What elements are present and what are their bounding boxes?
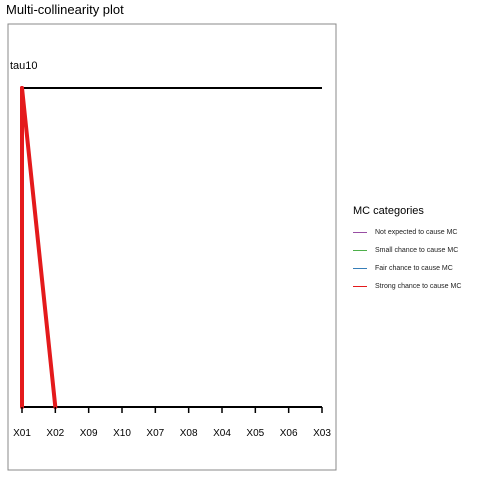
- x-tick-label-x04: X04: [213, 428, 231, 439]
- legend-swatch: [353, 285, 367, 287]
- legend-item: Strong chance to cause MC: [353, 277, 480, 295]
- legend-item: Not expected to cause MC: [353, 223, 480, 241]
- plot-panel: [7, 23, 337, 471]
- x-tick-label-x03: X03: [313, 428, 331, 439]
- x-tick-label-x05: X05: [246, 428, 264, 439]
- x-tick-label-x02: X02: [46, 428, 64, 439]
- legend-label: Small chance to cause MC: [375, 246, 459, 254]
- x-tick-label-x01: X01: [13, 428, 31, 439]
- legend: MC categories Not expected to cause MC Sm…: [353, 205, 480, 295]
- legend-label: Strong chance to cause MC: [375, 282, 462, 290]
- x-tick-label-x07: X07: [146, 428, 164, 439]
- x-tick-label-x09: X09: [80, 428, 98, 439]
- legend-swatch: [353, 231, 367, 233]
- top-axis-label: tau10: [10, 60, 38, 72]
- x-axis-tick-labels: X01 X02 X09 X10 X07 X08 X04 X05 X06 X03: [13, 428, 331, 439]
- legend-title: MC categories: [353, 205, 424, 217]
- legend-items: Not expected to cause MC Small chance to …: [353, 223, 480, 295]
- legend-label: Not expected to cause MC: [375, 228, 458, 236]
- legend-swatch: [353, 267, 367, 269]
- x-axis-ticks: [21, 407, 323, 413]
- legend-item: Small chance to cause MC: [353, 241, 480, 259]
- x-tick-label-x06: X06: [280, 428, 298, 439]
- legend-label: Fair chance to cause MC: [375, 264, 453, 272]
- connection-line-x01-x02: [20, 86, 58, 409]
- x-tick-label-x08: X08: [180, 428, 198, 439]
- connection-lines: [20, 86, 58, 409]
- chart-title: Multi-collinearity plot: [6, 2, 124, 17]
- legend-item: Fair chance to cause MC: [353, 259, 480, 277]
- x-tick-label-x10: X10: [113, 428, 131, 439]
- legend-swatch: [353, 249, 367, 251]
